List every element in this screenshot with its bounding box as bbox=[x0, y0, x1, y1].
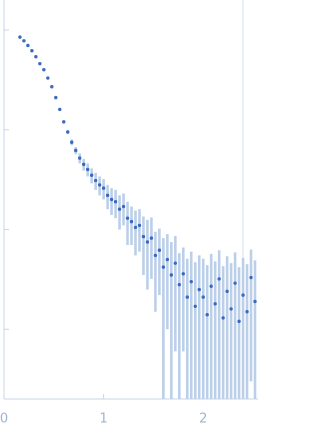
data-point bbox=[22, 39, 26, 43]
data-point bbox=[93, 178, 98, 183]
data-point bbox=[213, 302, 217, 306]
data-point bbox=[249, 275, 253, 280]
data-point bbox=[193, 304, 197, 308]
data-point bbox=[70, 140, 74, 144]
data-point bbox=[54, 95, 58, 100]
data-point bbox=[117, 207, 122, 211]
data-point bbox=[137, 223, 142, 228]
data-point bbox=[50, 85, 54, 89]
data-point bbox=[121, 204, 126, 209]
data-point bbox=[66, 130, 70, 134]
data-point bbox=[34, 55, 38, 59]
data-point bbox=[42, 68, 46, 72]
data-point bbox=[113, 200, 118, 204]
data-point bbox=[74, 148, 78, 153]
data-point bbox=[81, 162, 86, 167]
data-point bbox=[225, 289, 229, 294]
data-point bbox=[141, 234, 146, 239]
x-tick-label: 2 bbox=[199, 412, 207, 427]
data-point bbox=[101, 186, 106, 190]
data-point bbox=[161, 265, 166, 269]
data-point bbox=[78, 156, 82, 160]
data-point bbox=[133, 225, 138, 230]
chart: 0 1 2 bbox=[0, 0, 258, 427]
data-point bbox=[221, 316, 225, 320]
data-point bbox=[173, 261, 178, 265]
data-point bbox=[217, 277, 221, 281]
data-point bbox=[241, 293, 245, 297]
data-point bbox=[18, 35, 22, 39]
data-point bbox=[62, 120, 66, 124]
x-tick-label: 0 bbox=[0, 412, 8, 427]
data-point bbox=[109, 197, 114, 202]
data-point bbox=[38, 61, 42, 66]
data-point bbox=[253, 299, 257, 304]
data-point bbox=[97, 183, 102, 187]
data-point bbox=[165, 257, 170, 262]
data-point bbox=[89, 173, 94, 177]
data-point bbox=[245, 310, 249, 314]
data-point bbox=[229, 307, 233, 311]
data-point bbox=[233, 281, 237, 285]
data-point bbox=[237, 319, 241, 324]
data-point bbox=[177, 282, 182, 287]
x-tick-label: 1 bbox=[99, 412, 107, 427]
data-point bbox=[125, 216, 130, 220]
data-point bbox=[197, 287, 201, 292]
data-point bbox=[129, 219, 134, 224]
data-point bbox=[26, 43, 30, 48]
data-point bbox=[58, 107, 62, 112]
data-point bbox=[201, 295, 205, 299]
data-point bbox=[157, 248, 162, 252]
data-point bbox=[181, 272, 185, 276]
data-point bbox=[205, 313, 209, 317]
data-point bbox=[169, 273, 174, 277]
data-point bbox=[153, 253, 158, 258]
data-point bbox=[185, 295, 189, 299]
data-point bbox=[46, 76, 50, 80]
data-point bbox=[149, 236, 154, 240]
data-point bbox=[30, 49, 34, 53]
data-point bbox=[189, 279, 193, 284]
data-point bbox=[209, 284, 213, 288]
data-point bbox=[85, 167, 90, 172]
data-point bbox=[105, 193, 110, 198]
data-point bbox=[145, 240, 150, 244]
